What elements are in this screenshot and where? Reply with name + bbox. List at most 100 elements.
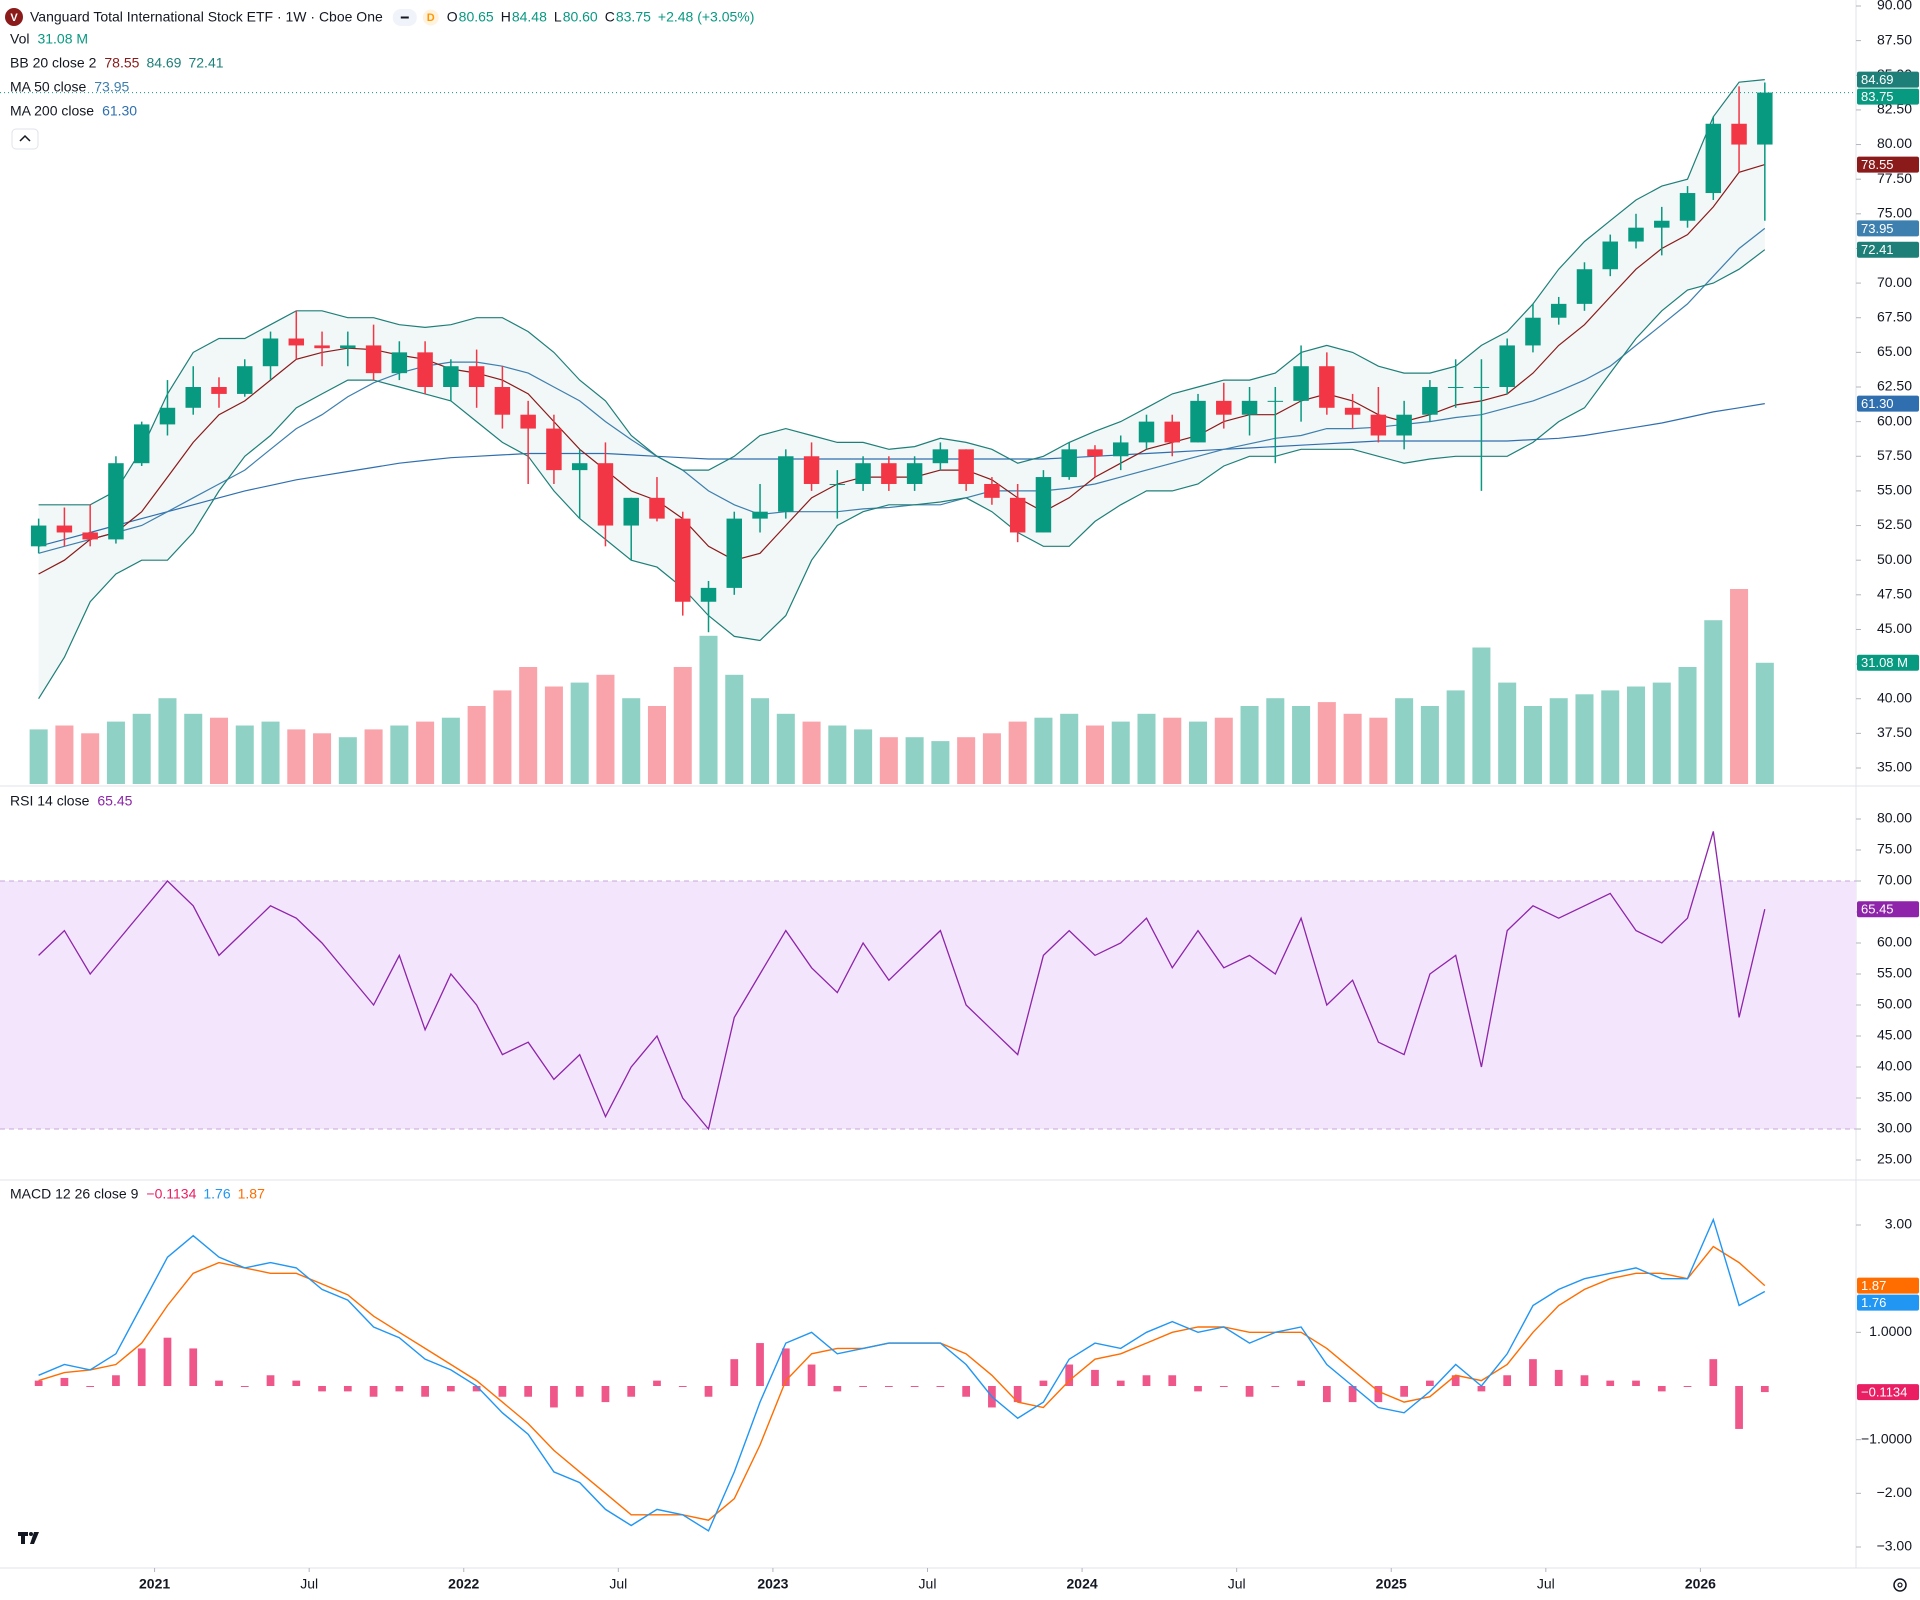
price-tag-label: 65.45 [1861,902,1894,917]
x-tick-label: 2026 [1685,1576,1716,1592]
macd-histogram-bar [266,1375,275,1386]
volume-bar [1266,698,1285,784]
price-tag [1857,654,1919,671]
x-tick-label: 2025 [1376,1576,1407,1592]
legend-text: 78.55 [104,55,139,71]
legend-text: MACD 12 26 close 9 [10,1186,139,1202]
x-tick-label: 2024 [1067,1576,1098,1592]
volume-bar [982,733,1001,784]
rsi-band [0,881,1856,1129]
volume-bar [364,729,383,784]
price-tag [1857,395,1919,412]
macd-histogram-bar [1735,1386,1743,1429]
candle-body [1190,400,1206,443]
volume-bar [313,733,332,784]
macd-histogram-bar [1606,1380,1615,1386]
price-tag-label: 1.76 [1861,1295,1886,1310]
settings-icon-center [1897,1582,1903,1588]
legend-text: O [447,9,458,25]
volume-bar [1085,725,1104,784]
candle-body [1550,303,1567,318]
volume-bar [493,690,512,784]
price-tag [1857,1277,1919,1294]
volume-bar [1343,713,1362,784]
volume-bar [1472,647,1491,784]
candle-body [211,387,227,394]
candle-body [237,366,253,394]
volume-bar [1060,713,1079,784]
legend-text: 65.45 [97,793,132,809]
macd-histogram-bar [524,1386,533,1397]
price-tag-label: 1.87 [1861,1278,1886,1293]
volume-bar [1369,717,1388,784]
bb-fill [38,79,1765,699]
volume-bar [390,725,409,784]
macd-histogram-bar [1683,1386,1692,1387]
legend-text: 72.41 [188,55,223,71]
candle-body [1061,449,1077,478]
candle-body [185,387,201,408]
y-tick-label: 35.00 [1877,1089,1912,1105]
candle-body [56,525,73,533]
candle-body [468,366,485,387]
ma200-line [38,403,1765,547]
y-tick-label: 75.00 [1877,841,1912,857]
bb-basis [38,164,1765,575]
candle-body [1344,407,1361,415]
price-tag-label: 31.08 M [1861,655,1908,670]
volume-bar [1395,698,1414,784]
macd-histogram-bar [962,1386,971,1397]
macd-histogram-bar [653,1380,661,1386]
y-tick-label: 45.00 [1877,1027,1912,1043]
y-tick-label: 62.50 [1877,378,1912,394]
y-tick-label: 52.50 [1877,516,1912,532]
y-tick-label: 60.00 [1877,934,1912,950]
volume-bar [132,713,151,784]
price-tag-label: 61.30 [1861,396,1894,411]
legend-text: 61.30 [102,103,137,119]
macd-histogram-bar [627,1386,636,1397]
x-tick-label: 2021 [139,1576,170,1592]
legend-text: 1.87 [238,1186,265,1202]
volume-bar [544,686,563,784]
macd-histogram-bar [137,1348,146,1386]
macd-histogram-bar [936,1386,945,1387]
macd-histogram-bar [421,1386,429,1397]
volume-bar [1292,706,1311,784]
settings-button[interactable] [1893,1578,1907,1592]
volume-bar [1498,682,1517,784]
y-tick-label: 80.00 [1877,810,1912,826]
volume-bar [235,725,254,784]
macd-histogram-bar [807,1364,816,1386]
y-tick-label: 40.00 [1877,1058,1912,1074]
volume-bar [1678,667,1697,784]
x-tick-label: Jul [609,1576,627,1592]
candle-body [391,352,408,374]
legend-text: 73.95 [94,79,129,95]
volume-bar [699,635,718,784]
logo-mark [18,1532,39,1544]
macd-histogram-bar [1348,1386,1357,1403]
candle-body [829,483,846,485]
y-tick-label: 90.00 [1877,0,1912,13]
x-tick-label: Jul [1228,1576,1246,1592]
y-tick-label: −1.0000 [1861,1430,1912,1446]
candle-body [1525,317,1541,346]
macd-histogram-bar [704,1386,713,1397]
collapse-button[interactable] [11,128,39,150]
macd-histogram-bar [1091,1369,1099,1386]
volume-bar [725,674,744,784]
macd-histogram-bar [395,1386,404,1392]
volume-bar [570,682,589,784]
macd-histogram-bar [756,1343,764,1386]
legend-text: 1.76 [203,1186,230,1202]
macd-histogram-bar [1219,1386,1228,1387]
y-tick-label: 3.00 [1885,1216,1912,1232]
volume-bar [1008,721,1027,784]
volume-bar [106,721,125,784]
candle-body [571,463,588,471]
macd-histogram-bar [1013,1386,1022,1403]
macd-histogram-bar [215,1380,223,1386]
candle-body [314,345,330,349]
